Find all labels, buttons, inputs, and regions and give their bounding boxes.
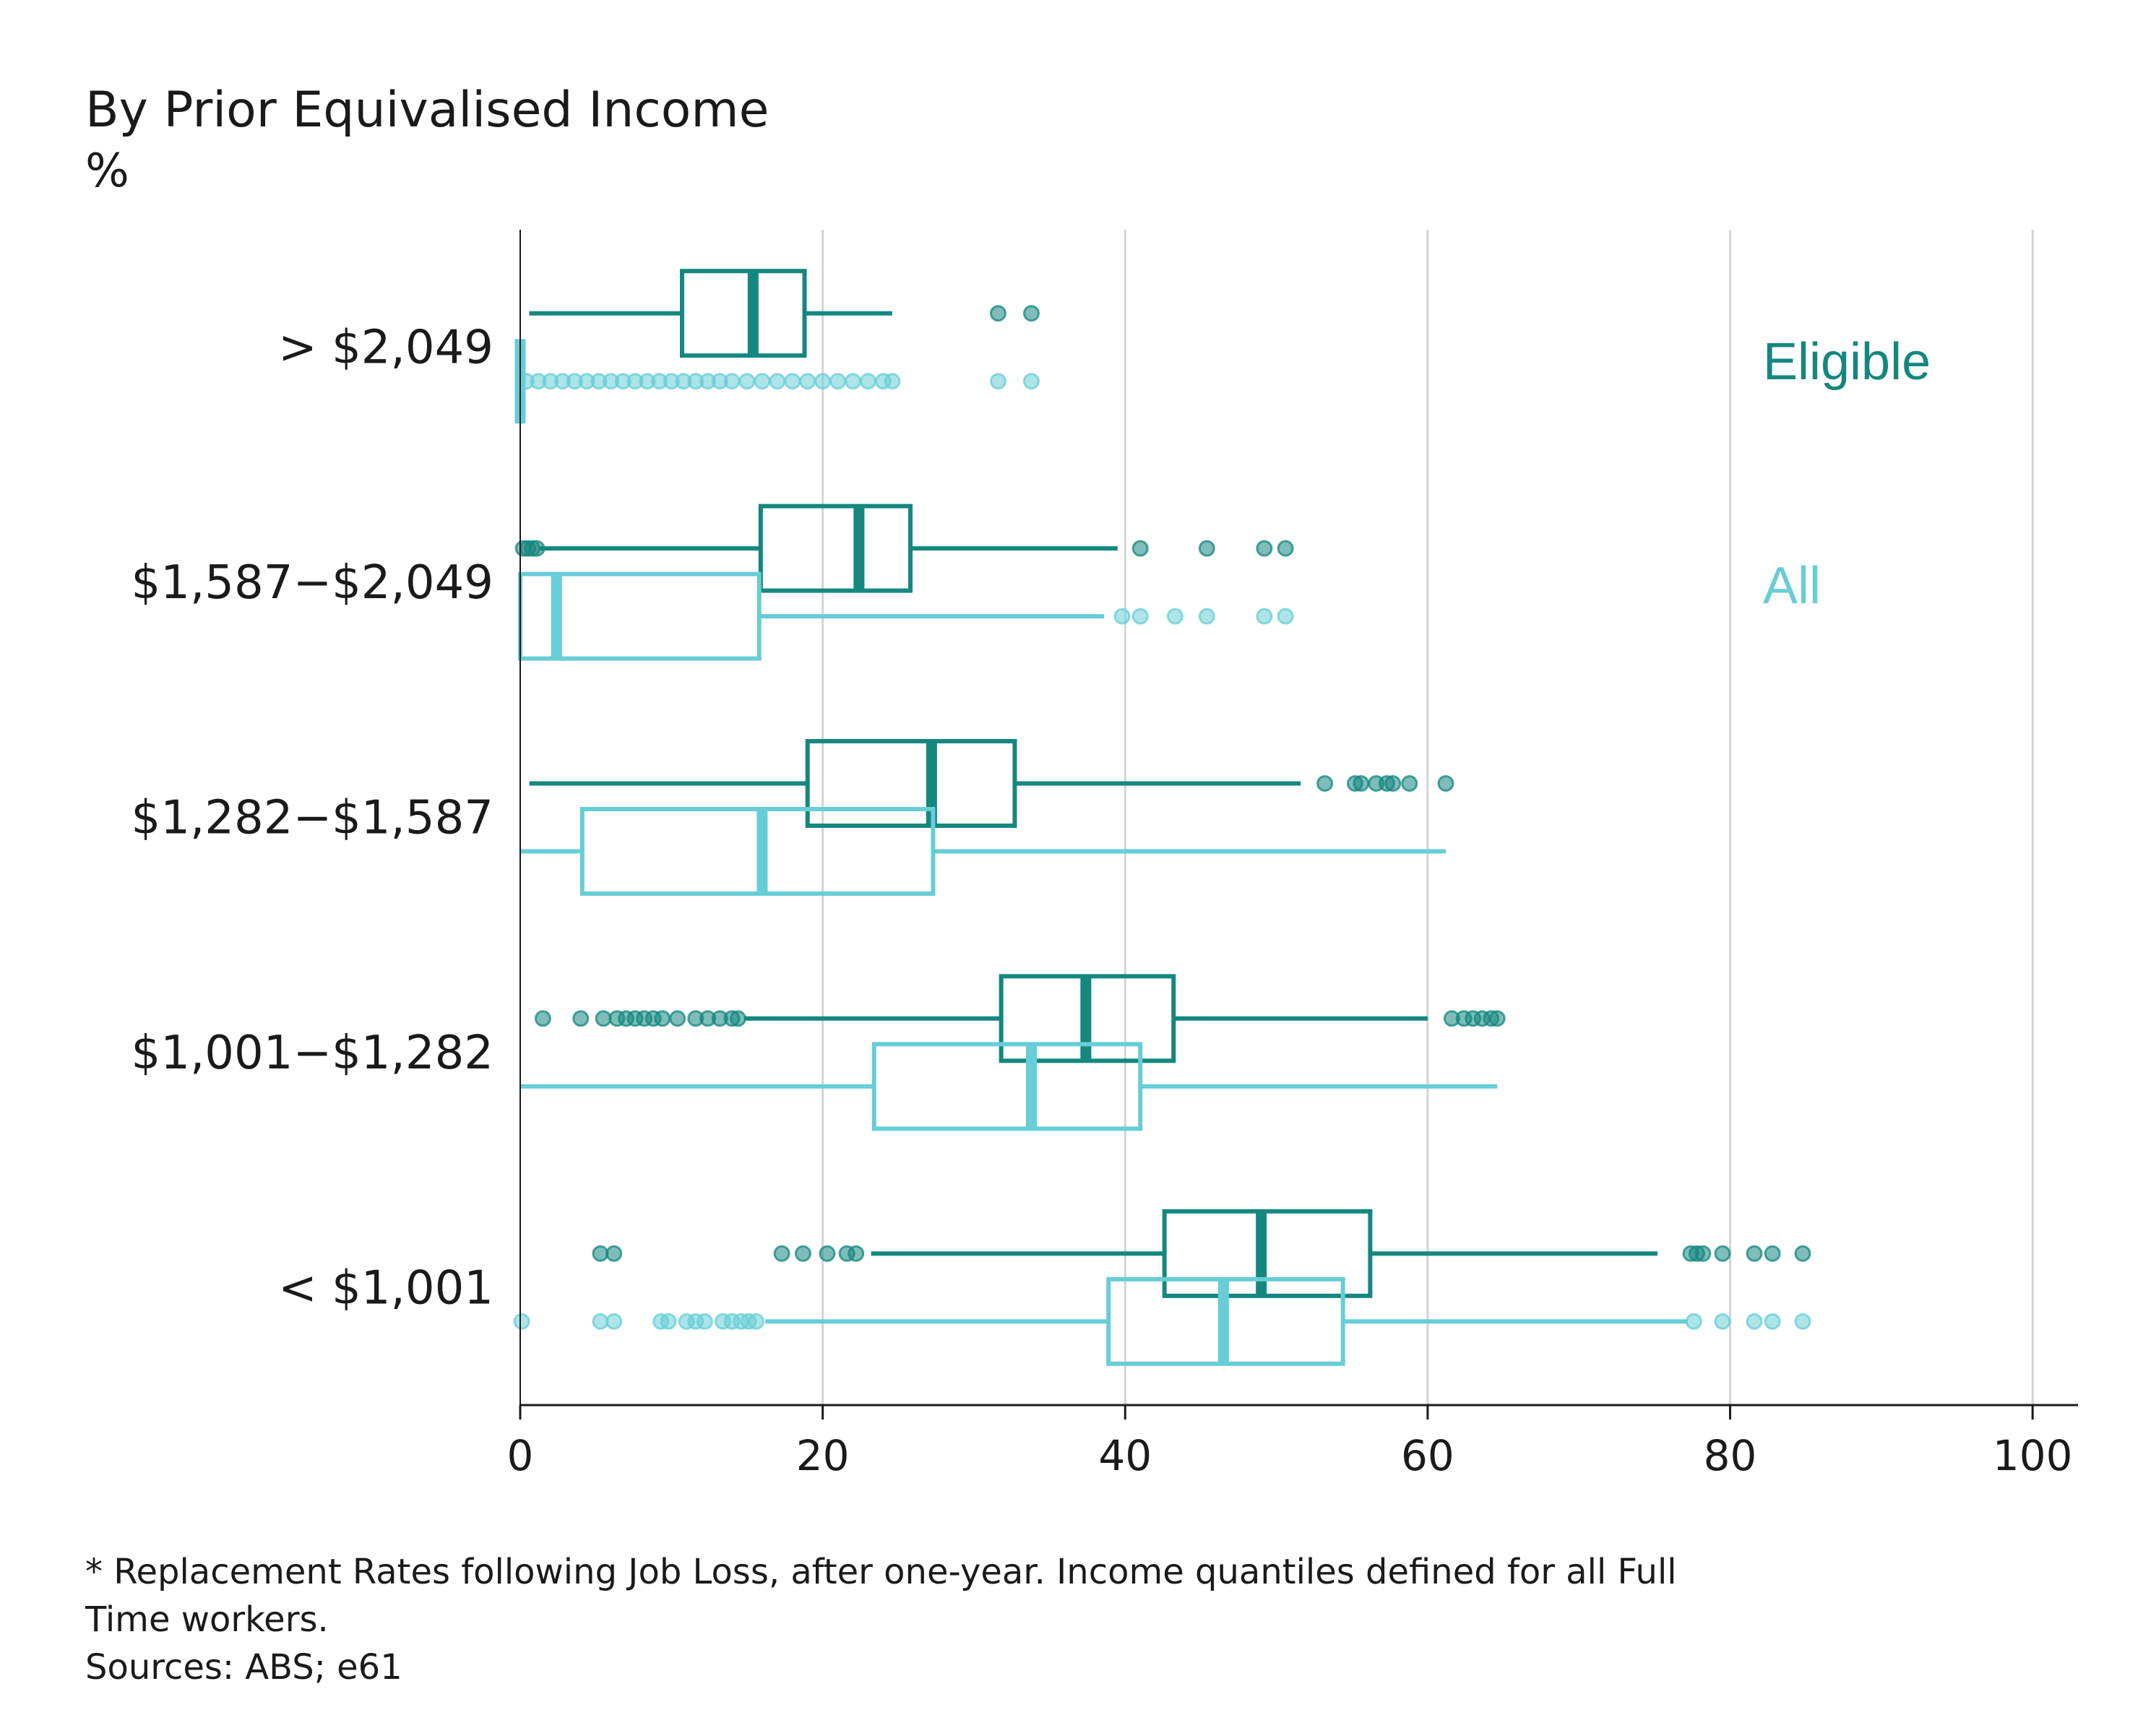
legend: Eligible All [1763, 333, 1931, 615]
box-iqr [1162, 1209, 1373, 1298]
outlier-point [1714, 1313, 1731, 1330]
x-tick-label: 80 [1704, 1431, 1757, 1480]
x-axis: 0 20 40 60 80 100 [507, 230, 2078, 1480]
outlier-point [592, 1313, 609, 1330]
outlier-point [754, 373, 771, 390]
box-group [529, 739, 1454, 828]
box-group [534, 974, 1506, 1063]
outlier-point [1166, 608, 1183, 625]
outlier-point [723, 373, 741, 390]
box-iqr [805, 739, 1017, 828]
outlier-point [769, 373, 786, 390]
outlier-point [1746, 1313, 1763, 1330]
chart: By Prior Equivalised Income % 0 20 40 60 80 1… [85, 82, 2078, 1480]
outlier-point [592, 1245, 609, 1262]
outlier-point [829, 373, 847, 390]
outlier-point [1023, 305, 1040, 322]
outlier-point [729, 1010, 746, 1027]
outlier-point [1113, 608, 1131, 625]
outlier-point [1198, 540, 1215, 557]
outlier-point [1694, 1245, 1712, 1262]
outlier-point [605, 1245, 623, 1262]
box-group [520, 807, 1446, 896]
category-label: $1,587−$2,049 [131, 556, 494, 610]
outlier-point [1384, 775, 1402, 792]
outlier-point [738, 373, 756, 390]
category-label: > $2,049 [278, 321, 493, 375]
outlier-point [794, 1245, 811, 1262]
outlier-point [748, 1313, 765, 1330]
legend-entry: Eligible [1763, 333, 1931, 391]
outlier-point [1764, 1245, 1781, 1262]
outlier-point [1256, 608, 1273, 625]
outlier-point [513, 1313, 530, 1330]
sources-note: Sources: ABS; e61 [85, 1647, 402, 1688]
box-group [513, 1276, 1811, 1366]
outlier-point [1794, 1245, 1811, 1262]
box-iqr [758, 504, 913, 593]
outlier-point [572, 1010, 590, 1027]
plot-area [513, 269, 1811, 1366]
outlier-point [1685, 1313, 1702, 1330]
outlier-point [1764, 1313, 1781, 1330]
outlier-point [1277, 608, 1294, 625]
footnote-line-1: * Replacement Rates following Job Loss, … [85, 1552, 1677, 1592]
outlier-point [1131, 540, 1149, 557]
outlier-point [1316, 775, 1334, 792]
x-tick-label: 100 [1993, 1431, 2073, 1480]
outlier-point [884, 373, 901, 390]
outlier-point [1198, 608, 1215, 625]
outlier-point [1131, 608, 1149, 625]
x-tick-label: 20 [796, 1431, 850, 1480]
box-group [514, 504, 1294, 593]
outlier-point [1437, 775, 1454, 792]
outlier-point [696, 1313, 713, 1330]
y-axis-labels: > $2,049 $1,587−$2,049 $1,282−$1,587 $1,001… [131, 321, 494, 1316]
legend-entry: All [1763, 557, 1821, 615]
outlier-point [814, 373, 832, 390]
outlier-point [773, 1245, 790, 1262]
box-group [520, 1042, 1498, 1131]
outlier-point [1353, 775, 1370, 792]
outlier-point [1746, 1245, 1763, 1262]
outlier-point [1401, 775, 1418, 792]
outlier-point [1277, 540, 1294, 557]
outlier-point [799, 373, 816, 390]
outlier-point [1794, 1313, 1811, 1330]
outlier-point [859, 373, 876, 390]
gridlines [822, 230, 2034, 1405]
box-iqr [679, 269, 807, 358]
category-label: $1,282−$1,587 [131, 792, 494, 845]
outlier-point [534, 1010, 551, 1027]
footnote-line-2: Time workers. [85, 1599, 329, 1640]
outlier-point [1256, 540, 1273, 557]
category-label: < $1,001 [278, 1261, 493, 1315]
outlier-point [1023, 373, 1040, 390]
box-group [514, 339, 1040, 424]
x-tick-label: 40 [1098, 1431, 1152, 1480]
chart-subtitle: % [85, 144, 129, 198]
box-iqr [871, 1042, 1143, 1131]
outlier-point [669, 1010, 686, 1027]
box-group [592, 1209, 1811, 1298]
outlier-point [1488, 1010, 1506, 1027]
box-group [518, 571, 1294, 661]
box-group [529, 269, 1040, 358]
outlier-point [654, 1010, 671, 1027]
outlier-point [845, 373, 862, 390]
outlier-point [605, 1313, 623, 1330]
outlier-point [784, 373, 801, 390]
outlier-point [848, 1245, 865, 1262]
x-tick-label: 60 [1401, 1431, 1454, 1480]
outlier-point [819, 1245, 836, 1262]
outlier-point [989, 373, 1006, 390]
outlier-point [595, 1010, 612, 1027]
outlier-point [989, 305, 1006, 322]
outlier-point [1714, 1245, 1731, 1262]
outlier-point [660, 1313, 677, 1330]
chart-title: By Prior Equivalised Income [85, 82, 769, 139]
category-label: $1,001−$1,282 [131, 1027, 494, 1080]
x-tick-label: 0 [507, 1431, 534, 1480]
